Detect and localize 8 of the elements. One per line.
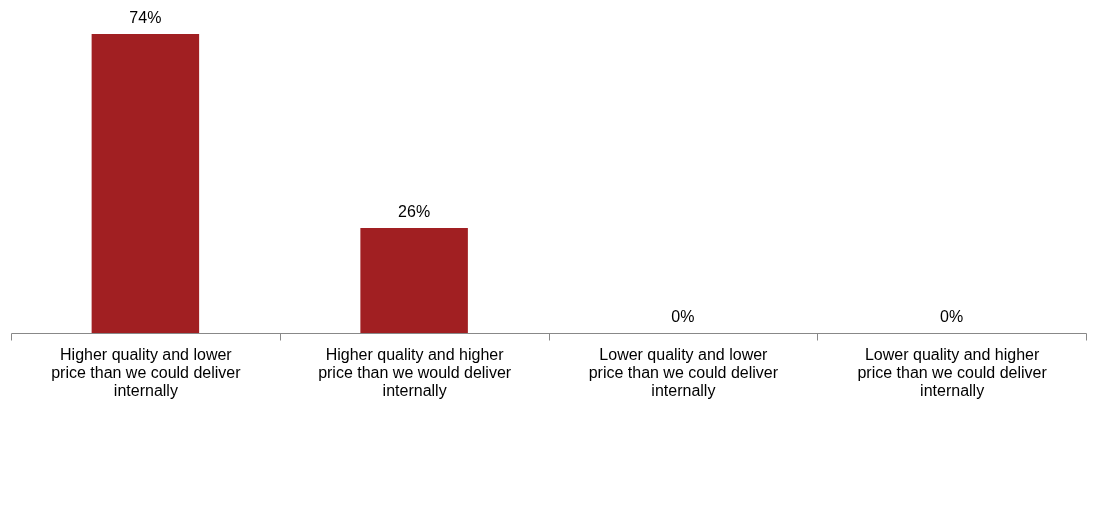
data-label: 26% xyxy=(398,202,431,220)
data-label: 74% xyxy=(129,9,162,26)
data-label: 0% xyxy=(671,308,695,325)
x-tick-label: Lower quality and higher price than we could deliver internally xyxy=(857,345,1048,399)
x-tick-label: Higher quality and higher price than we would deliver internally xyxy=(318,345,512,399)
x-tick-label: Higher quality and lower price than we could deliver internally xyxy=(51,345,242,399)
x-tick-label: Lower quality and lower price than we could deliver internally xyxy=(588,345,779,399)
data-label: 0% xyxy=(940,308,964,325)
